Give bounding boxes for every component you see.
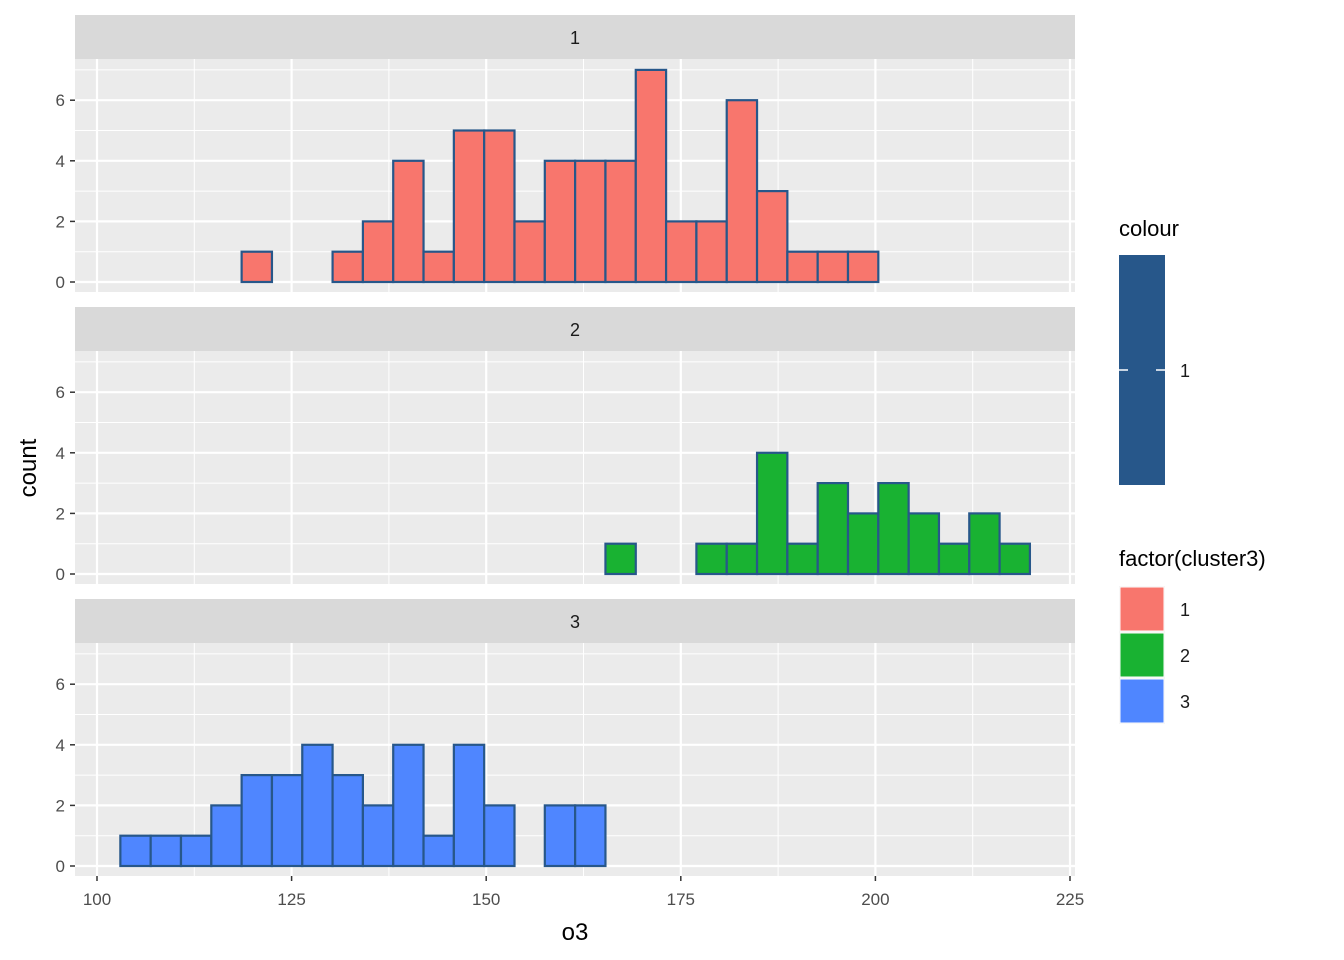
histogram-bar [179,834,213,868]
histogram-bar [301,743,334,868]
y-tick-label: 6 [56,91,65,110]
x-tick-label: 200 [861,890,889,909]
histogram-bar [483,129,516,284]
facet-strip-label: 2 [570,320,580,340]
histogram-bar [119,834,152,868]
legend-key-swatch [1119,586,1165,632]
histogram-bar [877,482,910,576]
histogram-bar [604,159,637,284]
histogram-bar [452,129,486,284]
histogram-bar [695,542,728,576]
histogram-bar [149,834,183,868]
histogram-bar [816,482,850,576]
colour-bar-label: 1 [1180,361,1190,381]
histogram-bar [270,773,304,868]
histogram-bar [361,804,395,868]
histogram-bar [574,804,607,868]
y-tick-label: 4 [56,736,65,755]
histogram-bar [968,512,1001,576]
histogram-bar [846,512,880,576]
legend-key-swatch [1119,678,1165,724]
histogram-bar [210,804,243,868]
histogram-bar [543,804,577,868]
y-tick-label: 2 [56,796,65,815]
y-tick-label: 0 [56,565,65,584]
x-axis-title: o3 [562,919,589,946]
legend-label: 1 [1180,600,1190,620]
facet-strip [75,307,1075,351]
x-tick-label: 125 [277,890,305,909]
y-tick-label: 0 [56,857,65,876]
y-tick-label: 6 [56,383,65,402]
fill-legend-title: factor(cluster3) [1119,546,1266,571]
histogram-bar [331,250,365,284]
histogram-bar [452,743,486,868]
x-tick-label: 175 [667,890,695,909]
x-tick-label: 225 [1056,890,1084,909]
y-tick-label: 2 [56,212,65,231]
colour-legend-title: colour [1119,216,1179,241]
histogram-bar [513,220,546,284]
histogram-bar [907,512,941,576]
facet-strip [75,15,1075,59]
histogram-bar [483,804,516,868]
x-tick-label: 100 [83,890,111,909]
y-tick-label: 4 [56,444,65,463]
histogram-bar [664,220,698,284]
histogram-bar [422,834,455,868]
y-tick-label: 0 [56,273,65,292]
histogram-bar [392,743,425,868]
histogram-bar [240,250,274,284]
histogram-bar [937,542,971,576]
histogram-bar [725,99,759,284]
histogram-bar [725,542,759,576]
histogram-bar [392,159,425,284]
histogram-bar [240,773,274,868]
histogram-bar [786,542,819,576]
legend-label: 3 [1180,692,1190,712]
histogram-bar [634,68,668,284]
x-tick-label: 150 [472,890,500,909]
histogram-bar [331,773,365,868]
histogram-bar [816,250,850,284]
histogram-bar [361,220,395,284]
y-tick-label: 2 [56,504,65,523]
histogram-bar [755,190,789,284]
y-tick-label: 6 [56,675,65,694]
y-tick-label: 4 [56,152,65,171]
histogram-bar [543,159,577,284]
histogram-bar [422,250,455,284]
y-axis-title: count [15,438,42,497]
histogram-bar [755,451,789,576]
facet-strip-label: 3 [570,612,580,632]
facet-strip-label: 1 [570,28,580,48]
facet-panel-1: 1 0 2 4 6 [56,15,1075,292]
histogram-bar [786,250,819,284]
histogram-bar [604,542,637,576]
facet-strip [75,599,1075,643]
histogram-bar [695,220,728,284]
histogram-bar [846,250,880,284]
histogram-bar [998,542,1032,576]
legend-key-swatch [1119,632,1165,678]
legend-label: 2 [1180,646,1190,666]
histogram-bar [574,159,607,284]
facet-panel-2: 2 0 2 4 6 [56,307,1075,584]
facet-panel-3: 3 0 2 4 6 100 125 150 175 200 225 [56,599,1084,909]
